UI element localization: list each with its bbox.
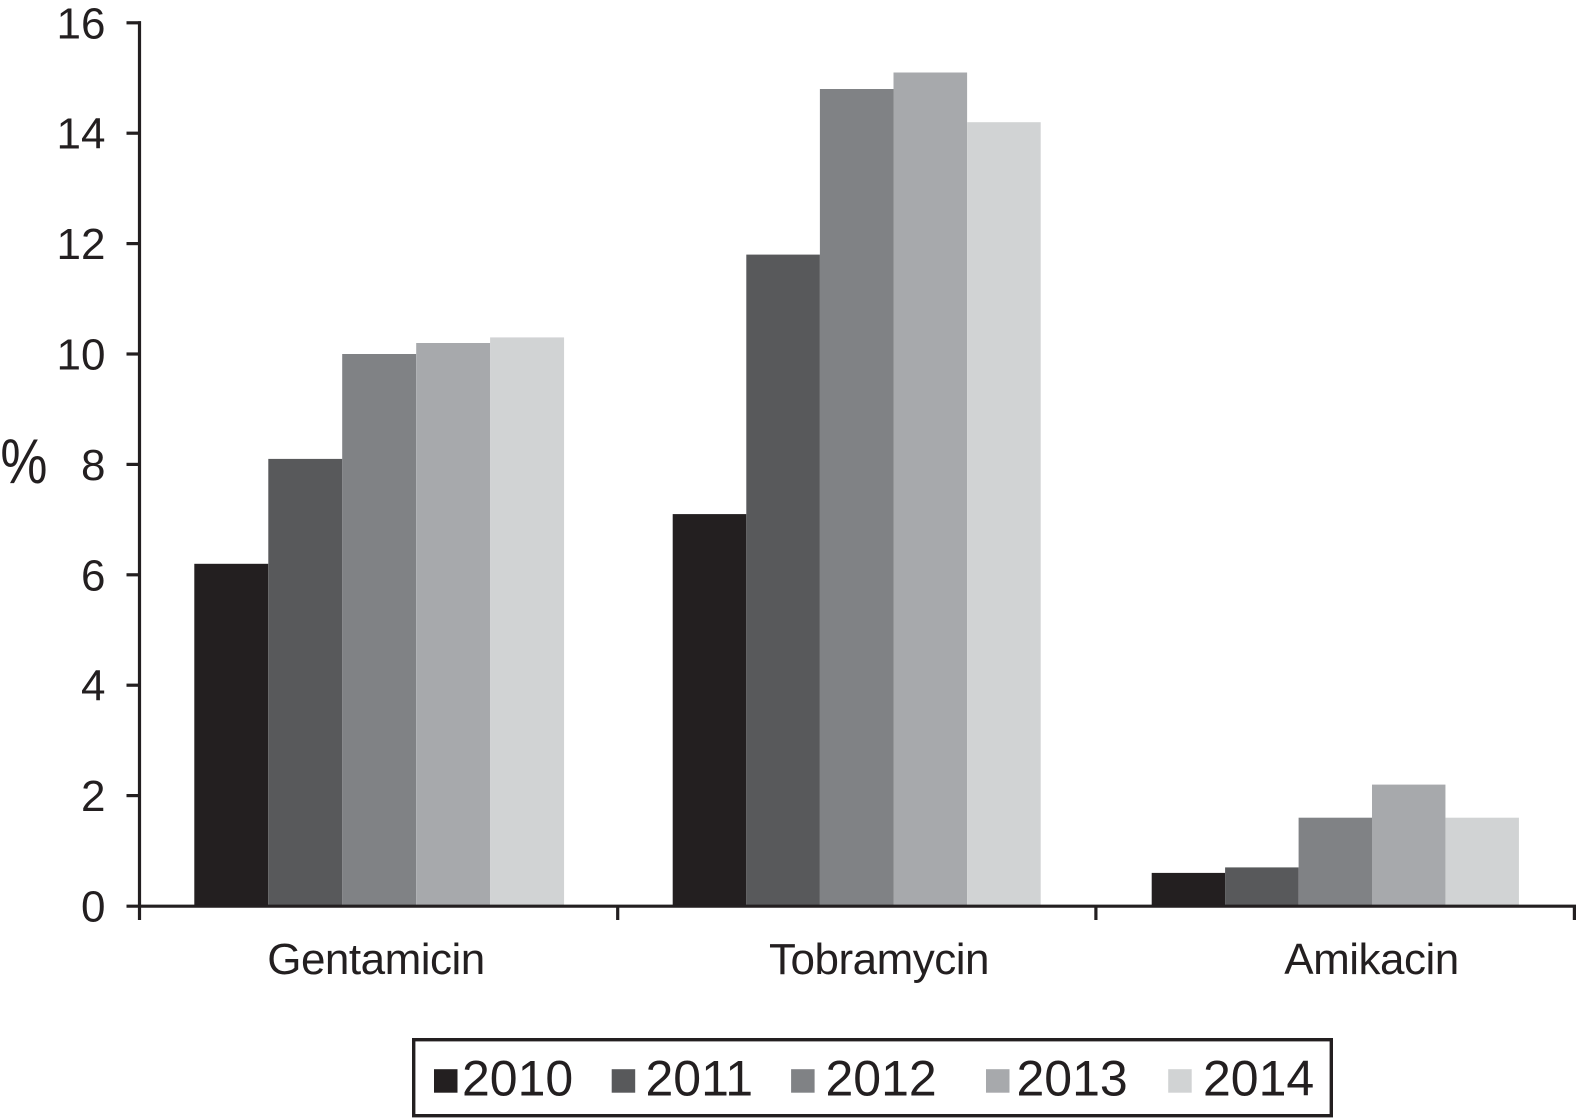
svg-text:12: 12 — [57, 220, 106, 269]
svg-text:6: 6 — [81, 551, 105, 600]
svg-text:4: 4 — [81, 662, 105, 711]
svg-text:2013: 2013 — [1017, 1051, 1128, 1107]
svg-text:2011: 2011 — [646, 1051, 754, 1107]
svg-text:14: 14 — [57, 110, 106, 159]
svg-text:10: 10 — [57, 331, 106, 380]
svg-text:Tobramycin: Tobramycin — [769, 935, 989, 984]
svg-text:16: 16 — [57, 0, 106, 48]
svg-text:2012: 2012 — [826, 1051, 937, 1107]
svg-text:2: 2 — [81, 772, 105, 821]
svg-text:8: 8 — [81, 441, 105, 490]
svg-text:0: 0 — [81, 883, 105, 932]
svg-text:2010: 2010 — [462, 1051, 573, 1107]
svg-text:%: % — [0, 427, 47, 497]
svg-text:Amikacin: Amikacin — [1284, 935, 1459, 984]
svg-text:Gentamicin: Gentamicin — [267, 935, 485, 984]
svg-text:2014: 2014 — [1203, 1051, 1314, 1107]
